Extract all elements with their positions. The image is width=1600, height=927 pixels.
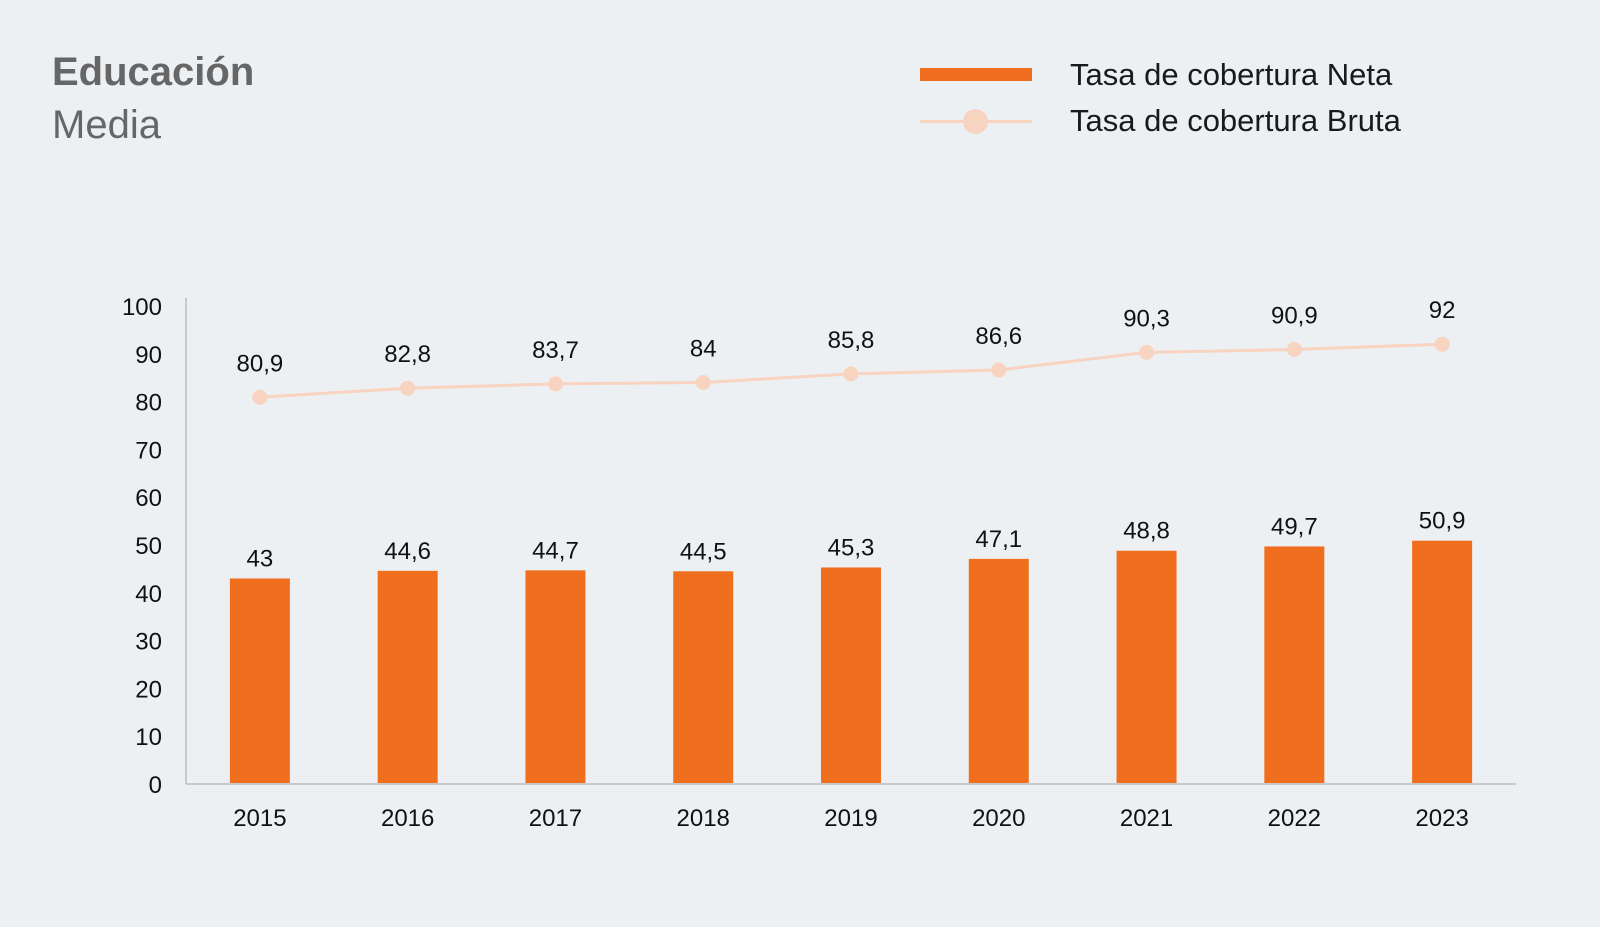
line-point-bruta — [547, 376, 563, 392]
y-tick-label: 20 — [135, 676, 162, 703]
legend-swatch-bruta — [920, 106, 1032, 136]
y-axis: 0 10 20 30 40 50 60 70 80 90 100 — [122, 294, 187, 799]
line-data-label: 84 — [690, 335, 717, 362]
bar-neta — [525, 570, 586, 784]
bar-data-label: 48,8 — [1123, 518, 1170, 545]
bar-data-label: 44,7 — [532, 537, 579, 564]
line-point-bruta — [1139, 344, 1155, 360]
bar-series-neta: 43 44,6 44,7 44,5 45,3 47,1 48,8 49,7 50,9 — [229, 508, 1473, 784]
y-tick-label: 60 — [135, 485, 162, 512]
line-point-bruta — [991, 362, 1007, 378]
x-tick-label: 2018 — [677, 805, 730, 832]
y-tick-label: 40 — [135, 581, 162, 608]
legend: Tasa de cobertura Neta Tasa de cobertura… — [920, 52, 1401, 144]
line-series-bruta: 80,9 82,8 83,7 84 85,8 86,6 90,3 90,9 92 — [237, 297, 1456, 405]
y-tick-label: 70 — [135, 437, 162, 464]
x-axis: 2015 2016 2017 2018 2019 2020 2021 2022 2023 — [186, 783, 1516, 832]
legend-label-neta: Tasa de cobertura Neta — [1070, 57, 1393, 92]
chart-title: Educación — [52, 50, 255, 94]
bar-neta — [377, 570, 438, 784]
x-tick-label: 2020 — [972, 805, 1025, 832]
x-tick-label: 2016 — [381, 805, 434, 832]
bar-neta — [1412, 540, 1473, 784]
line-point-bruta — [843, 366, 859, 382]
y-tick-label: 80 — [135, 390, 162, 417]
legend-item-neta: Tasa de cobertura Neta — [920, 52, 1401, 98]
x-tick-label: 2017 — [529, 805, 582, 832]
bar-data-label: 44,6 — [384, 538, 431, 565]
chart-title-block: Educación Media — [52, 46, 254, 152]
line-data-label: 92 — [1429, 297, 1456, 324]
bar-data-label: 47,1 — [975, 526, 1022, 553]
bar-neta — [1264, 546, 1325, 784]
x-tick-label: 2023 — [1415, 805, 1468, 832]
x-tick-label: 2021 — [1120, 805, 1173, 832]
line-data-label: 82,8 — [384, 341, 431, 368]
legend-label-bruta: Tasa de cobertura Bruta — [1070, 103, 1401, 138]
bar-data-label: 45,3 — [828, 534, 875, 561]
line-data-label: 85,8 — [828, 327, 875, 354]
bar-data-label: 49,7 — [1271, 513, 1318, 540]
bar-data-label: 50,9 — [1419, 508, 1466, 535]
line-point-bruta — [400, 380, 416, 396]
line-data-label: 86,6 — [975, 323, 1022, 350]
bar-data-label: 43 — [247, 545, 274, 572]
bar-neta — [673, 571, 734, 784]
line-data-label: 90,9 — [1271, 302, 1318, 329]
chart-subtitle: Media — [52, 103, 161, 147]
x-tick-label: 2019 — [824, 805, 877, 832]
x-tick-label: 2015 — [233, 805, 286, 832]
line-data-label: 90,3 — [1123, 305, 1170, 332]
y-tick-label: 90 — [135, 342, 162, 369]
bar-neta — [229, 578, 290, 784]
y-tick-label: 100 — [122, 294, 162, 321]
line-point-bruta — [695, 374, 711, 390]
y-tick-label: 10 — [135, 724, 162, 751]
bar-neta — [968, 558, 1029, 784]
line-data-label: 80,9 — [237, 350, 284, 377]
bar-neta — [821, 567, 881, 784]
legend-item-bruta: Tasa de cobertura Bruta — [920, 98, 1401, 144]
x-tick-label: 2022 — [1268, 805, 1321, 832]
line-data-label: 83,7 — [532, 337, 579, 364]
bar-neta — [1116, 550, 1177, 784]
legend-swatch-neta — [920, 60, 1032, 90]
bar-data-label: 44,5 — [680, 538, 727, 565]
y-tick-label: 50 — [135, 533, 162, 560]
line-point-bruta — [1286, 341, 1302, 357]
legend-bar-swatch — [920, 68, 1032, 81]
line-point-bruta — [1434, 336, 1450, 352]
legend-marker-swatch — [963, 109, 988, 134]
y-tick-label: 30 — [135, 629, 162, 656]
y-tick-label: 0 — [149, 772, 162, 799]
line-point-bruta — [252, 389, 268, 405]
